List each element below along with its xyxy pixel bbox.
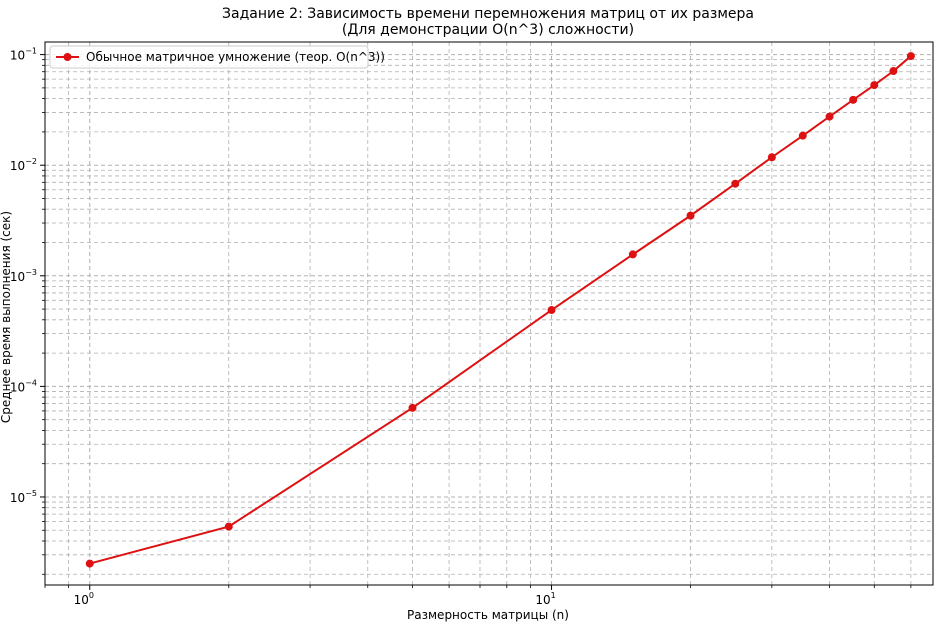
x-axis-label: Размерность матрицы (n) bbox=[407, 608, 569, 622]
y-axis-label: Среднее время выполнения (сек) bbox=[0, 210, 13, 424]
y-tick-label: 10−5 bbox=[10, 489, 37, 505]
legend-box bbox=[49, 45, 369, 69]
data-point bbox=[870, 81, 879, 90]
data-point bbox=[889, 67, 898, 76]
series-layer bbox=[85, 52, 915, 568]
plot-frame bbox=[44, 41, 934, 586]
data-point bbox=[686, 211, 695, 220]
y-tick-label: 10−2 bbox=[10, 157, 37, 173]
data-point bbox=[731, 179, 740, 188]
series-line bbox=[89, 55, 912, 565]
x-tick-label: 100 bbox=[74, 591, 94, 607]
grid bbox=[44, 42, 933, 585]
y-tick-label: 10−4 bbox=[10, 378, 37, 394]
data-point bbox=[628, 250, 637, 259]
x-tick-label: 101 bbox=[535, 591, 555, 607]
data-point bbox=[767, 153, 776, 162]
legend-entry-label: Обычное матричное умножение (теор. O(n^3… bbox=[86, 50, 385, 64]
data-point bbox=[906, 52, 915, 61]
data-point bbox=[85, 559, 94, 568]
data-point bbox=[825, 112, 834, 121]
data-point bbox=[547, 306, 556, 315]
data-point bbox=[224, 522, 233, 531]
legend: Обычное матричное умножение (теор. O(n^3… bbox=[49, 45, 385, 69]
data-point bbox=[798, 131, 807, 140]
y-tick-label: 10−1 bbox=[10, 47, 37, 63]
data-point bbox=[849, 95, 858, 104]
y-tick-label: 10−3 bbox=[10, 268, 37, 284]
chart-title: Задание 2: Зависимость времени перемноже… bbox=[222, 6, 754, 22]
axis-ticks: 100 101 10−5 10−4 10−3 10−2 10−1 bbox=[10, 47, 912, 607]
legend-marker-swatch bbox=[63, 53, 72, 61]
data-point bbox=[408, 403, 417, 412]
chart-subtitle: (Для демонстрации O(n^3) сложности) bbox=[341, 22, 635, 38]
